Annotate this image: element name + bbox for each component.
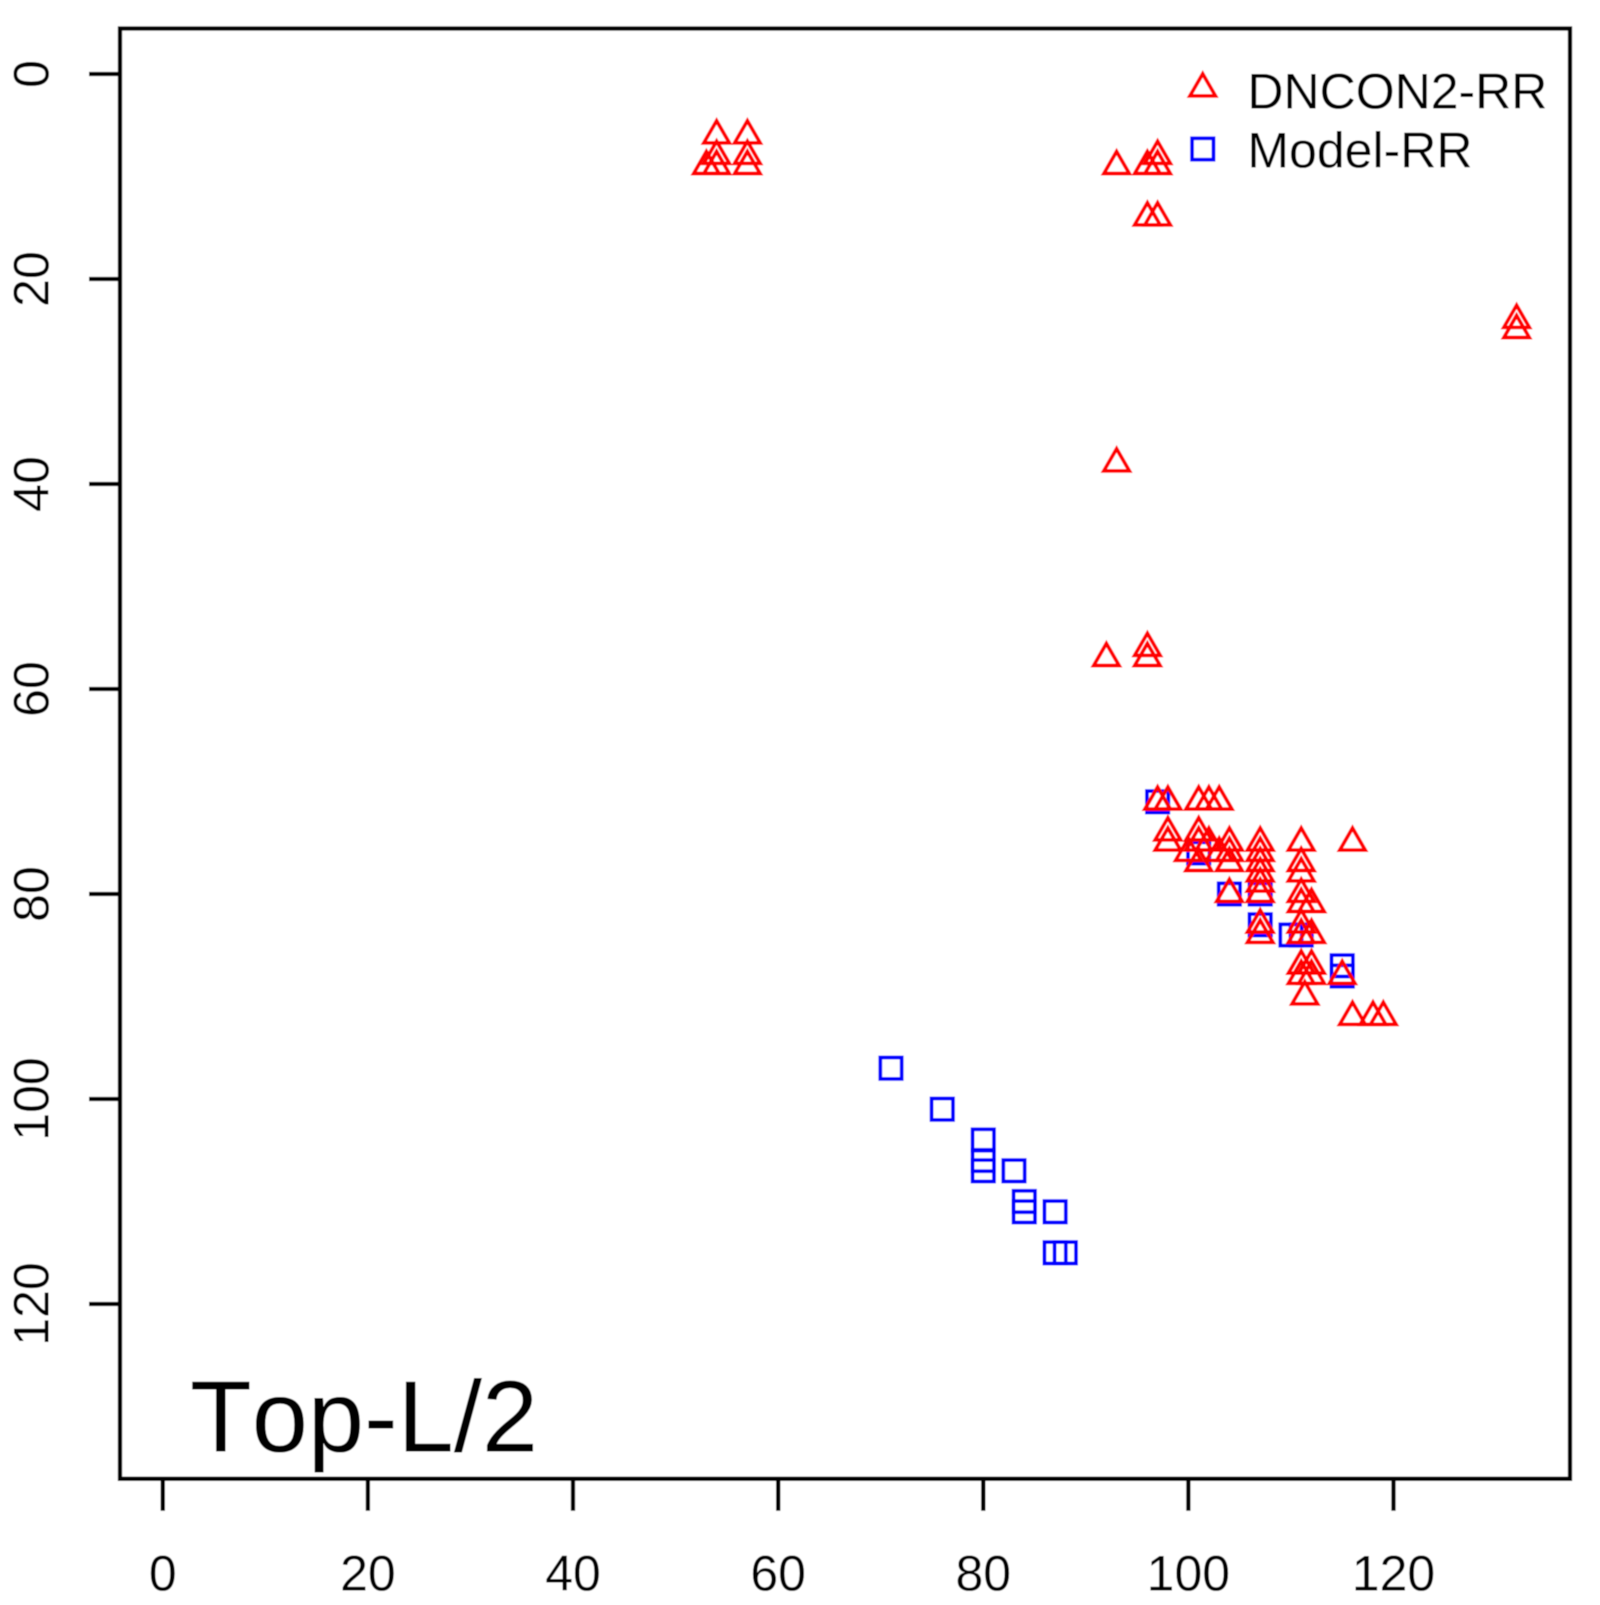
- svg-text:60: 60: [3, 661, 59, 717]
- svg-text:100: 100: [3, 1057, 59, 1140]
- svg-text:DNCON2-RR: DNCON2-RR: [1247, 63, 1547, 119]
- svg-text:80: 80: [3, 866, 59, 922]
- svg-text:Top-L/2: Top-L/2: [190, 1362, 538, 1474]
- svg-text:0: 0: [3, 60, 59, 88]
- svg-text:100: 100: [1147, 1546, 1230, 1601]
- svg-text:20: 20: [340, 1546, 396, 1601]
- svg-text:60: 60: [750, 1546, 806, 1601]
- svg-text:Model-RR: Model-RR: [1247, 122, 1472, 178]
- svg-text:0: 0: [149, 1546, 177, 1601]
- svg-text:120: 120: [3, 1262, 59, 1345]
- svg-text:120: 120: [1352, 1546, 1435, 1601]
- svg-text:40: 40: [3, 456, 59, 512]
- svg-text:40: 40: [545, 1546, 601, 1601]
- svg-text:80: 80: [955, 1546, 1011, 1601]
- svg-text:20: 20: [3, 251, 59, 307]
